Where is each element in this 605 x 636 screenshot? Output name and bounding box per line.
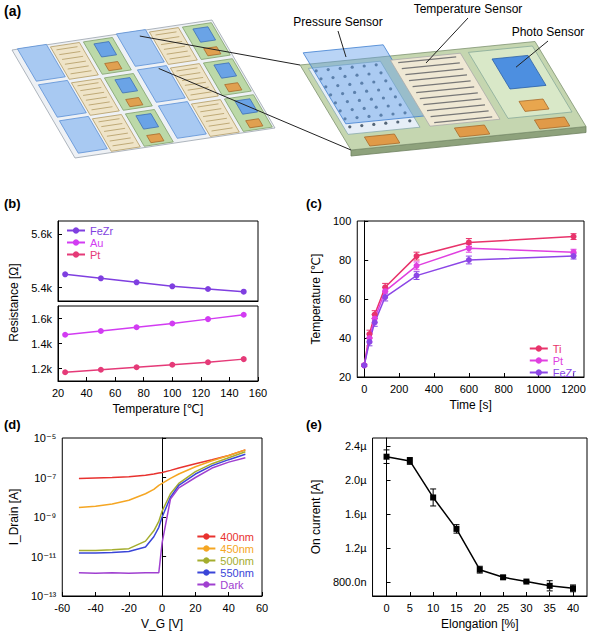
svg-text:-60: -60	[54, 602, 70, 614]
svg-text:0: 0	[159, 602, 165, 614]
svg-text:2.0µ: 2.0µ	[345, 474, 367, 486]
svg-text:0: 0	[383, 602, 389, 614]
svg-text:25: 25	[497, 602, 509, 614]
svg-text:Temperature Sensor: Temperature Sensor	[414, 2, 523, 16]
svg-text:Elongation [%]: Elongation [%]	[441, 617, 518, 631]
svg-text:40: 40	[80, 387, 92, 399]
svg-text:(d): (d)	[4, 417, 21, 432]
svg-text:Temperature [℃]: Temperature [℃]	[309, 254, 323, 345]
svg-text:40: 40	[223, 602, 235, 614]
svg-text:(c): (c)	[306, 196, 322, 211]
svg-text:1000: 1000	[526, 383, 550, 395]
svg-text:40: 40	[339, 332, 351, 344]
svg-text:100: 100	[333, 215, 351, 227]
svg-text:20: 20	[189, 602, 201, 614]
svg-text:Temperature [℃]: Temperature [℃]	[113, 402, 204, 416]
svg-text:5.4k: 5.4k	[31, 282, 52, 294]
svg-text:35: 35	[544, 602, 556, 614]
svg-text:(a): (a)	[4, 3, 21, 19]
svg-text:10⁻¹¹: 10⁻¹¹	[31, 551, 57, 563]
svg-text:10⁻¹³: 10⁻¹³	[31, 590, 57, 602]
svg-text:40: 40	[567, 602, 579, 614]
svg-text:Photo Sensor: Photo Sensor	[512, 25, 585, 39]
svg-text:I_Drain [A]: I_Drain [A]	[7, 489, 21, 546]
svg-text:800.0n: 800.0n	[333, 576, 367, 588]
svg-text:400: 400	[425, 383, 443, 395]
svg-text:10: 10	[427, 602, 439, 614]
svg-text:600: 600	[460, 383, 478, 395]
svg-text:-40: -40	[88, 602, 104, 614]
svg-text:Au: Au	[90, 237, 103, 249]
svg-text:-20: -20	[121, 602, 137, 614]
svg-text:550nm: 550nm	[220, 567, 254, 579]
svg-text:160: 160	[249, 387, 267, 399]
svg-text:1.6µ: 1.6µ	[345, 508, 367, 520]
svg-text:10⁻⁵: 10⁻⁵	[34, 432, 57, 444]
svg-text:120: 120	[192, 387, 210, 399]
svg-text:(b): (b)	[4, 196, 21, 211]
svg-text:FeZr: FeZr	[90, 225, 114, 237]
svg-text:1.4k: 1.4k	[31, 338, 52, 350]
svg-text:60: 60	[109, 387, 121, 399]
svg-text:(e): (e)	[306, 417, 322, 432]
svg-text:10⁻⁹: 10⁻⁹	[34, 511, 57, 523]
svg-text:Time [s]: Time [s]	[450, 398, 492, 412]
svg-text:200: 200	[390, 383, 408, 395]
svg-text:60: 60	[256, 602, 268, 614]
svg-text:V_G [V]: V_G [V]	[141, 617, 183, 631]
svg-text:1.6k: 1.6k	[31, 313, 52, 325]
svg-text:20: 20	[52, 387, 64, 399]
svg-text:20: 20	[339, 371, 351, 383]
svg-text:On current [A]: On current [A]	[309, 480, 323, 555]
svg-text:Ti: Ti	[553, 343, 562, 355]
svg-text:FeZr: FeZr	[553, 367, 577, 379]
svg-text:500nm: 500nm	[220, 555, 254, 567]
svg-text:1.2k: 1.2k	[31, 363, 52, 375]
svg-text:Pressure Sensor: Pressure Sensor	[293, 15, 382, 29]
svg-text:800: 800	[495, 383, 513, 395]
svg-text:450nm: 450nm	[220, 543, 254, 555]
svg-text:140: 140	[220, 387, 238, 399]
svg-text:30: 30	[520, 602, 532, 614]
svg-text:Dark: Dark	[220, 579, 244, 591]
svg-text:Resistance [Ω]: Resistance [Ω]	[7, 263, 21, 341]
svg-text:20: 20	[474, 602, 486, 614]
svg-text:2.4µ: 2.4µ	[345, 440, 367, 452]
svg-text:100: 100	[163, 387, 181, 399]
svg-text:1.2µ: 1.2µ	[345, 542, 367, 554]
svg-text:80: 80	[138, 387, 150, 399]
svg-text:5.6k: 5.6k	[31, 228, 52, 240]
svg-text:80: 80	[339, 254, 351, 266]
svg-text:60: 60	[339, 293, 351, 305]
svg-text:15: 15	[450, 602, 462, 614]
svg-text:Pt: Pt	[553, 355, 563, 367]
svg-text:5: 5	[407, 602, 413, 614]
svg-text:0: 0	[361, 383, 367, 395]
svg-text:10⁻⁷: 10⁻⁷	[34, 472, 56, 484]
svg-text:400nm: 400nm	[220, 531, 254, 543]
svg-text:Pt: Pt	[90, 249, 100, 261]
svg-text:1200: 1200	[561, 383, 585, 395]
